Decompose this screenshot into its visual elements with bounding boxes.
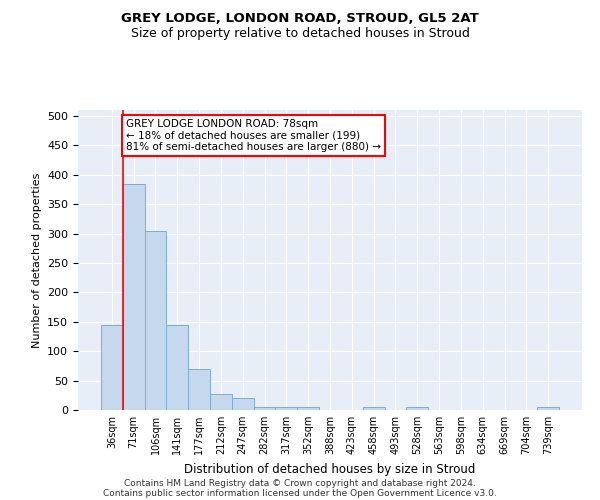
Bar (406, 407, 428, 410)
Bar (232, 398, 254, 410)
Text: Size of property relative to detached houses in Stroud: Size of property relative to detached ho… (131, 28, 469, 40)
Text: GREY LODGE LONDON ROAD: 78sqm
← 18% of detached houses are smaller (199)
81% of : GREY LODGE LONDON ROAD: 78sqm ← 18% of d… (126, 119, 381, 152)
Text: Contains public sector information licensed under the Open Government Licence v3: Contains public sector information licen… (103, 488, 497, 498)
Bar (254, 407, 275, 410)
Y-axis label: Number of detached properties: Number of detached properties (32, 172, 41, 348)
Text: GREY LODGE, LONDON ROAD, STROUD, GL5 2AT: GREY LODGE, LONDON ROAD, STROUD, GL5 2AT (121, 12, 479, 26)
Bar (297, 407, 319, 410)
Text: Contains HM Land Registry data © Crown copyright and database right 2024.: Contains HM Land Registry data © Crown c… (124, 478, 476, 488)
Bar (188, 369, 210, 410)
Bar (537, 407, 559, 410)
Bar (145, 230, 166, 410)
Bar (101, 324, 123, 410)
Bar (123, 184, 145, 410)
Bar (166, 324, 188, 410)
X-axis label: Distribution of detached houses by size in Stroud: Distribution of detached houses by size … (184, 462, 476, 475)
Bar (363, 407, 385, 410)
Bar (210, 394, 232, 410)
Bar (275, 407, 297, 410)
